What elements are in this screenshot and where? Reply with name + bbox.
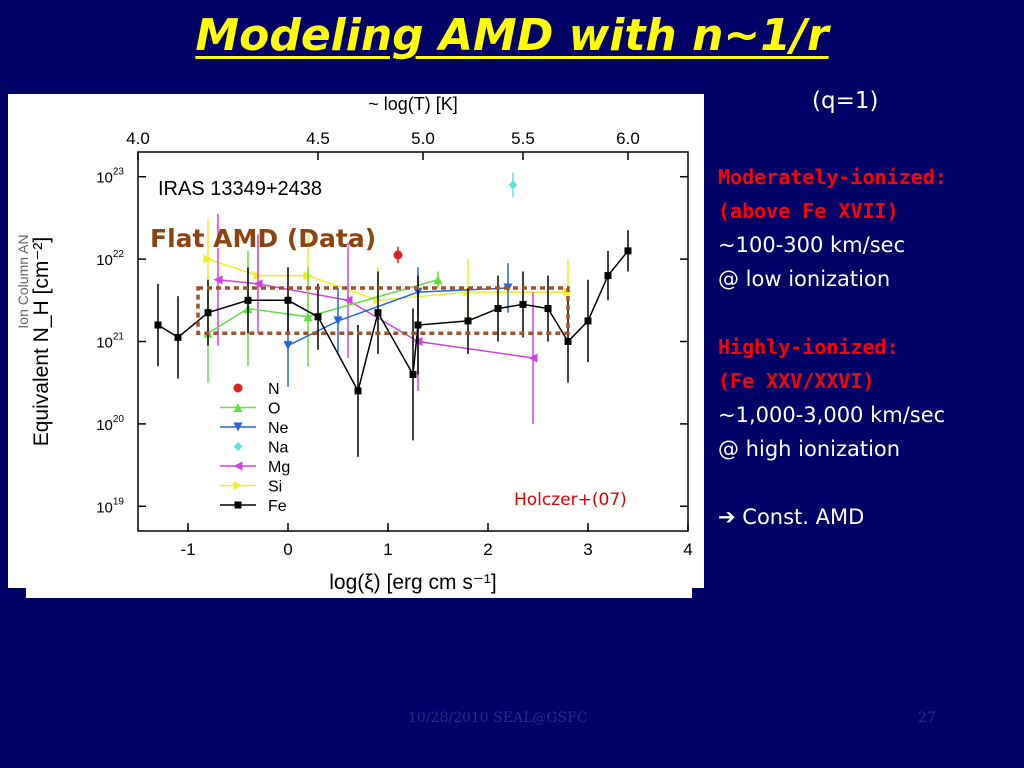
point-ne — [283, 341, 293, 351]
point-fe — [584, 317, 592, 325]
legend-label: Si — [268, 479, 282, 496]
y-tick-label: 1022 — [96, 249, 124, 269]
flat-amd-box — [196, 286, 570, 336]
slide-title: Modeling AMD with n~1/r — [195, 10, 829, 61]
y-tick-label: 1023 — [96, 167, 124, 187]
q-label: (q=1) — [812, 88, 879, 114]
point-fe — [174, 333, 182, 341]
point-mg — [528, 353, 538, 363]
x-tick-label: 3 — [583, 540, 592, 559]
point-ne — [333, 316, 343, 326]
citation-label: Holczer+(07) — [514, 490, 627, 510]
legend-marker-fe — [234, 501, 242, 509]
x-axis-label: log(ξ) [erg cm s⁻¹] — [329, 571, 497, 594]
point-n — [393, 250, 403, 260]
high-heading-1: Highly-ionized: — [718, 335, 899, 359]
high-heading-2: (Fe XXV/XXVI) — [718, 369, 875, 393]
point-si — [563, 287, 573, 297]
x2-tick-label: 6.0 — [616, 129, 640, 148]
y-tick-label: 1019 — [96, 496, 124, 516]
point-na — [508, 180, 518, 190]
legend-label: Na — [268, 440, 289, 457]
conclusion-text: Const. AMD — [742, 505, 865, 529]
x2-tick-label: 5.5 — [511, 129, 535, 148]
conclusion-line: ➔ Const. AMD — [718, 500, 1018, 534]
point-o — [433, 275, 443, 285]
spacer — [718, 296, 1018, 330]
chart-title: IRAS 13349+2438 — [158, 178, 322, 200]
x-tick-label: 1 — [383, 540, 392, 559]
legend-label: N — [268, 381, 280, 398]
moderate-heading-2: (above Fe XVII) — [718, 199, 899, 223]
point-fe — [284, 296, 292, 304]
x-tick-label: 0 — [283, 540, 292, 559]
legend-marker-n — [233, 383, 243, 393]
amd-chart: -1 0 1 2 3 4 4.0 4.5 5.0 5.5 6.0 1019 1020 1021 1022 10… — [15, 94, 693, 594]
legend-label: O — [268, 401, 280, 418]
legend-marker-si — [233, 481, 243, 490]
arrow-icon: ➔ — [718, 505, 736, 529]
footer-left: 10/28/2010 SEAL@GSFC — [408, 710, 588, 726]
right-text-block: Moderately-ionized: (above Fe XVII) ~100… — [718, 160, 1018, 534]
x-tick-label: 4 — [683, 540, 692, 559]
point-si — [203, 254, 213, 264]
flat-amd-label: Flat AMD (Data) — [150, 224, 377, 253]
point-fe — [464, 317, 472, 325]
legend-label: Ne — [268, 420, 289, 437]
x2-tick-label: 4.5 — [306, 129, 330, 148]
point-fe — [374, 309, 382, 317]
point-o — [303, 312, 313, 322]
point-fe — [409, 370, 417, 378]
point-fe — [414, 321, 422, 329]
footer-right: 27 — [918, 710, 936, 726]
point-fe — [624, 247, 632, 255]
legend-label: Mg — [268, 459, 290, 476]
point-fe — [494, 305, 502, 313]
point-fe — [244, 296, 252, 304]
spacer — [718, 466, 1018, 500]
point-mg — [343, 295, 353, 305]
point-fe — [564, 338, 572, 345]
y-axis-label: Equivalent N_H [cm⁻²] — [30, 237, 53, 447]
x-tick-label: 2 — [483, 540, 492, 559]
x2-axis-label: ~ log(T) [K] — [368, 94, 458, 114]
point-mg — [253, 279, 263, 289]
point-fe — [154, 321, 162, 329]
point-fe — [519, 300, 527, 308]
moderate-speed: ~100-300 km/sec — [718, 233, 906, 257]
legend-marker-o — [233, 403, 243, 412]
legend-marker-ne — [233, 422, 243, 432]
x2-tick-label: 4.0 — [126, 129, 150, 148]
high-speed: ~1,000-3,000 km/sec — [718, 403, 946, 427]
moderate-heading-1: Moderately-ionized: — [718, 165, 947, 189]
moderate-where: @ low ionization — [718, 267, 891, 291]
legend-marker-na — [233, 442, 243, 451]
point-fe — [604, 272, 612, 280]
high-where: @ high ionization — [718, 437, 901, 461]
point-fe — [314, 313, 322, 321]
series-line-o — [207, 278, 439, 334]
y-axis-label-hidden: Ion Column AN — [15, 234, 31, 328]
legend-marker-mg — [233, 461, 243, 471]
point-fe — [354, 387, 362, 395]
x-tick-label: -1 — [180, 540, 195, 559]
y-tick-label: 1020 — [96, 414, 124, 434]
legend-label: Fe — [268, 498, 287, 515]
point-fe — [204, 309, 212, 317]
x2-tick-label: 5.0 — [411, 129, 435, 148]
point-fe — [544, 305, 552, 313]
y-tick-label: 1021 — [96, 332, 124, 352]
point-mg — [213, 275, 223, 285]
